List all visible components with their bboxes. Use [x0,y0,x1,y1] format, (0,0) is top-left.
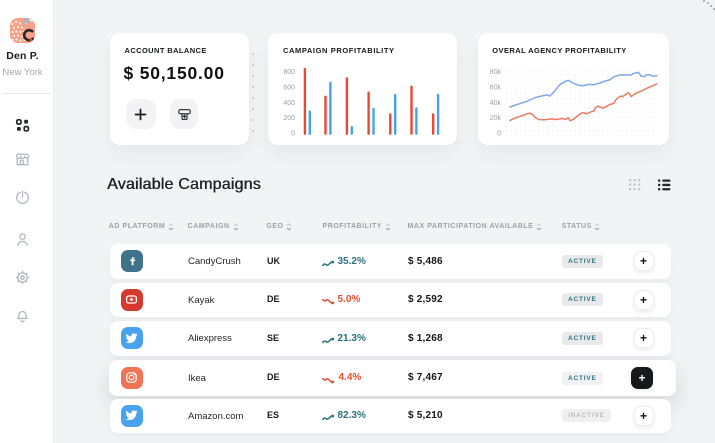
svg-text:20k: 20k [490,115,502,122]
svg-text:0: 0 [291,130,295,137]
svg-text:800: 800 [284,69,296,76]
svg-text:400: 400 [284,99,296,106]
svg-text:80k: 80k [490,69,502,76]
svg-text:60k: 60k [490,84,502,91]
svg-text:200: 200 [284,115,296,122]
svg-text:600: 600 [284,84,296,91]
svg-text:40k: 40k [490,99,502,106]
svg-text:0: 0 [497,130,501,137]
